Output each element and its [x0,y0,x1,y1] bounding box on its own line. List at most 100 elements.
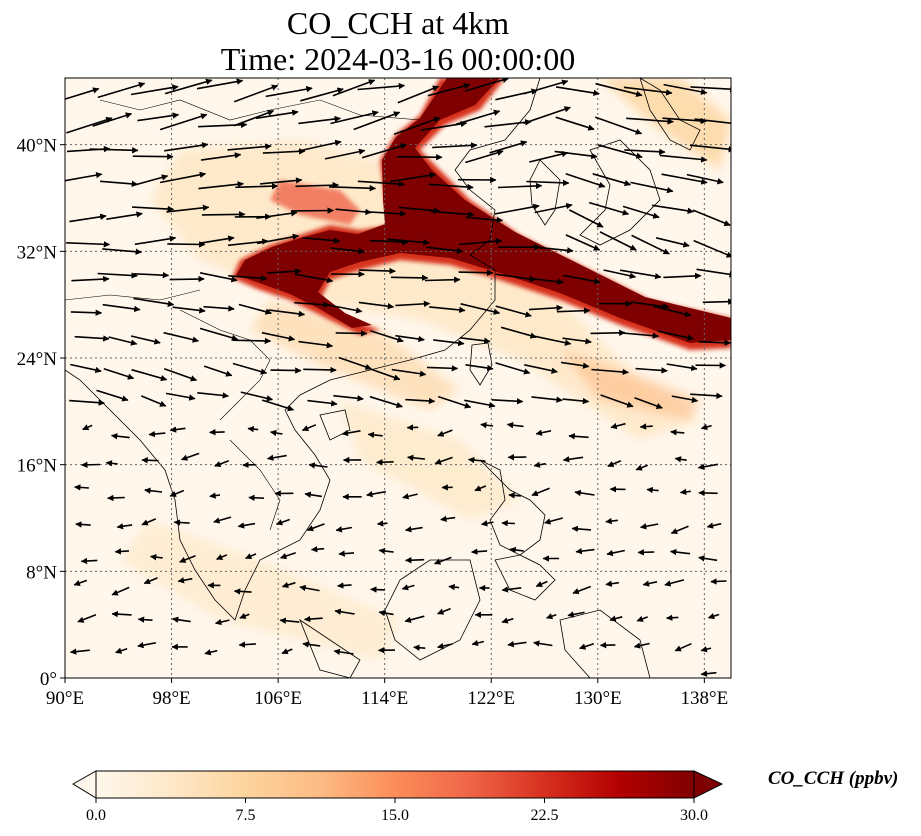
wind-arrow [116,523,133,530]
wind-arrow [426,246,464,254]
wind-arrow [424,276,461,283]
wind-arrow [233,84,279,103]
wind-arrow [96,389,129,402]
wind-arrow [209,492,221,499]
wind-arrow [633,642,650,649]
wind-arrow [357,82,406,91]
wind-arrow [216,554,228,561]
wind-arrow [662,117,707,125]
wind-arrow [694,118,731,125]
lon-tick-label: 106°E [254,688,302,709]
wind-arrow [665,614,679,621]
colorbar-label: CO_CCH (ppbv) [768,768,899,789]
wind-arrow [533,461,546,468]
wind-arrow [77,614,97,623]
wind-arrow [166,204,210,213]
wind-arrow [209,429,225,436]
wind-arrow [690,85,731,93]
wind-arrow [133,271,170,279]
wind-arrow [674,456,687,463]
wind-arrow [334,608,355,615]
wind-arrow [529,150,569,163]
wind-arrow [655,237,690,248]
wind-arrow [501,586,522,593]
lat-axis: 0° 8°N 16°N 24°N 32°N 40°N [17,136,65,690]
wind-arrow [169,426,186,433]
wind-arrow [261,331,296,342]
wind-arrow [630,181,674,194]
wind-arrow [370,330,404,343]
wind-arrow [133,297,175,307]
wind-arrow [294,273,334,284]
wind-arrow [639,523,659,530]
lat-tick-label: 0° [40,669,57,690]
wind-arrow [642,580,658,587]
wind-arrow [670,429,685,436]
colorbar: 0.0 7.5 15.0 22.5 30.0 [72,770,724,824]
wind-arrow [397,154,443,161]
wind-arrow [378,609,394,617]
colorbar-tick-label: 30.0 [680,807,708,824]
co-haze-field [120,78,731,660]
wind-arrow [75,521,91,528]
wind-arrow [159,171,207,184]
wind-arrow [555,116,595,131]
wind-arrow [302,237,341,244]
wind-arrow [630,301,670,310]
wind-arrow [700,646,712,653]
wind-arrow [544,517,564,525]
wind-arrow [432,142,478,149]
wind-arrow [480,422,494,429]
wind-arrow [562,397,590,405]
wind-arrow [366,490,387,498]
wind-arrow [149,553,163,561]
wind-arrow [689,144,731,153]
wind-arrow [376,520,388,527]
wind-arrow [663,272,702,280]
wind-arrow [266,454,287,461]
wind-arrow [69,213,107,223]
wind-arrow [268,309,306,318]
wind-arrow [440,515,456,522]
wind-arrow [262,148,306,155]
wind-arrow [137,641,156,649]
wind-arrow [335,330,368,337]
wind-arrow [134,235,177,246]
wind-arrow [529,245,574,254]
wind-arrow [698,339,731,346]
wind-arrow [365,366,401,381]
wind-arrow [603,269,637,279]
wind-arrow [233,109,275,127]
wind-arrow [523,79,569,95]
wind-arrow [405,397,436,405]
wind-arrow [706,522,722,529]
wind-arrow [460,303,501,315]
wind-arrow [214,618,230,626]
wind-arrow [137,616,153,623]
wind-arrow [201,211,246,218]
wind-arrow [631,234,670,255]
wind-arrow [163,368,198,382]
wind-arrow [401,584,415,591]
wind-arrow [437,642,453,650]
wind-arrow [378,547,394,555]
colorbar-tick-label: 0.0 [86,807,106,824]
wind-arrow [105,460,118,467]
wind-arrow [693,239,731,258]
wind-arrow [308,462,328,469]
wind-arrow [238,303,272,315]
wind-arrow [531,396,563,403]
wind-arrow [81,461,101,469]
wind-arrow [697,463,719,470]
wind-arrow [506,421,524,429]
wind-arrow [74,484,89,491]
wind-arrow [167,241,206,248]
wind-arrow [179,554,196,563]
wind-arrow [669,548,691,556]
wind-arrow [637,549,655,556]
wind-arrow [324,148,366,160]
wind-arrow [232,337,272,345]
wind-arrow [199,272,238,283]
wind-arrow [428,183,474,191]
wind-arrow [297,139,342,152]
